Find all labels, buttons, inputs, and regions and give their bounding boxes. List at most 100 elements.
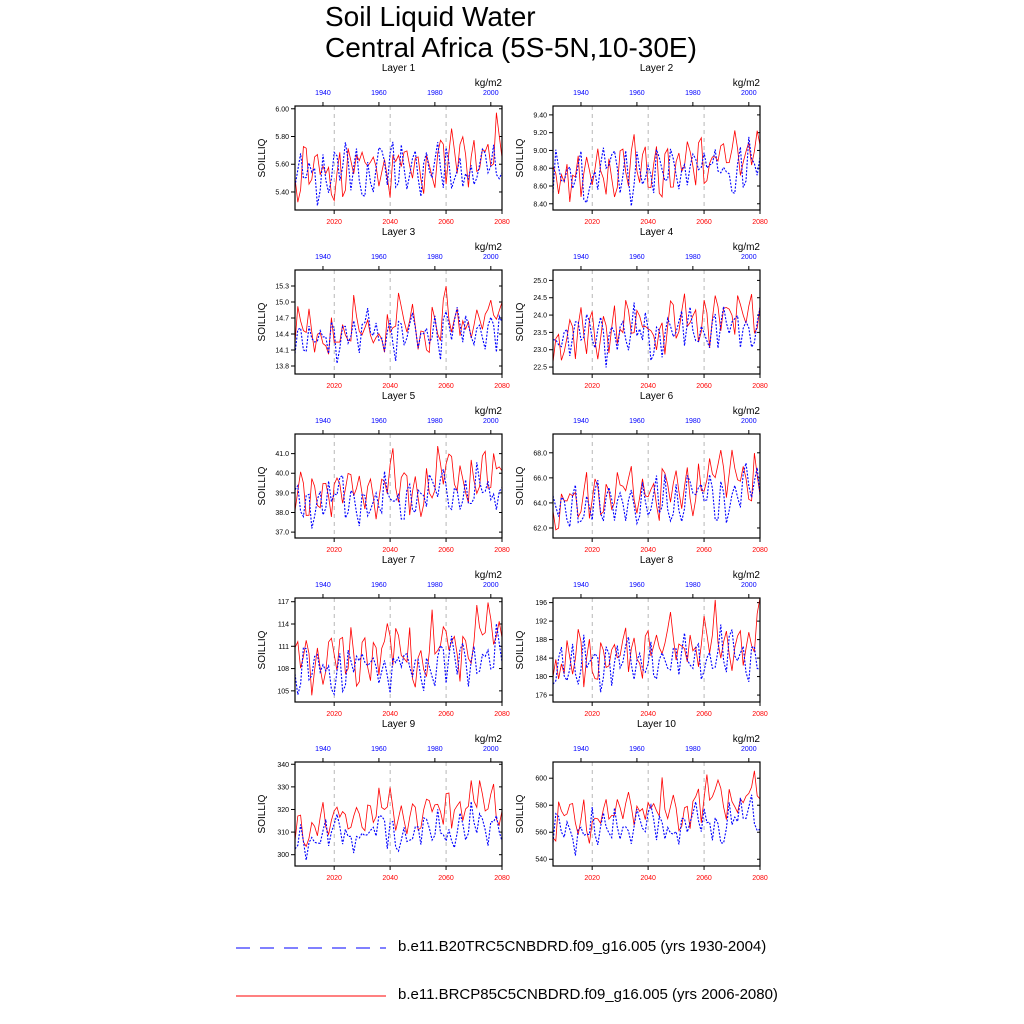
panel-title: Layer 3 bbox=[382, 227, 416, 238]
top-tick-label: 1980 bbox=[427, 418, 443, 425]
top-tick-label: 1940 bbox=[573, 418, 589, 425]
series-line-historical bbox=[553, 302, 761, 368]
y-tick-label: 41.0 bbox=[275, 451, 289, 458]
units-label: kg/m2 bbox=[475, 734, 503, 745]
y-axis-label: SOILLIQ bbox=[515, 138, 526, 177]
series-line-rcp85 bbox=[552, 597, 761, 688]
bottom-tick-label: 2080 bbox=[494, 219, 510, 226]
series-line-rcp85 bbox=[294, 780, 503, 848]
top-tick-label: 1960 bbox=[371, 582, 387, 589]
y-tick-label: 300 bbox=[277, 852, 289, 859]
y-axis-label: SOILLIQ bbox=[515, 302, 526, 341]
bottom-tick-label: 2060 bbox=[438, 711, 454, 718]
top-tick-label: 1980 bbox=[685, 254, 701, 261]
top-tick-label: 1960 bbox=[629, 418, 645, 425]
y-tick-label: 5.40 bbox=[275, 189, 289, 196]
y-tick-label: 23.5 bbox=[533, 330, 547, 337]
top-tick-label: 1960 bbox=[629, 90, 645, 97]
bottom-tick-label: 2020 bbox=[326, 875, 342, 882]
y-tick-label: 15.3 bbox=[275, 284, 289, 291]
bottom-tick-label: 2020 bbox=[584, 875, 600, 882]
bottom-tick-label: 2040 bbox=[640, 875, 656, 882]
y-tick-label: 5.60 bbox=[275, 162, 289, 169]
plot-frame bbox=[294, 433, 503, 539]
y-tick-label: 8.40 bbox=[533, 201, 547, 208]
y-tick-label: 37.0 bbox=[275, 530, 289, 537]
bottom-tick-label: 2020 bbox=[326, 547, 342, 554]
top-tick-label: 1940 bbox=[315, 90, 331, 97]
y-tick-label: 64.0 bbox=[533, 500, 547, 507]
bottom-tick-label: 2040 bbox=[640, 711, 656, 718]
top-tick-label: 1940 bbox=[573, 582, 589, 589]
units-label: kg/m2 bbox=[475, 78, 503, 89]
units-label: kg/m2 bbox=[475, 406, 503, 417]
series-line-historical bbox=[294, 801, 503, 861]
legend-label-rcp85: b.e11.BRCP85C5CNBDRD.f09_g16.005 (yrs 20… bbox=[398, 986, 778, 1003]
top-tick-label: 1940 bbox=[315, 582, 331, 589]
y-tick-label: 192 bbox=[535, 619, 547, 626]
top-tick-label: 1980 bbox=[427, 746, 443, 753]
top-tick-label: 1980 bbox=[685, 582, 701, 589]
series-line-rcp85 bbox=[294, 286, 503, 355]
chart-title-line-1: Soil Liquid Water bbox=[325, 1, 536, 32]
y-tick-label: 40.0 bbox=[275, 471, 289, 478]
plot-frame bbox=[294, 105, 503, 211]
bottom-tick-label: 2020 bbox=[326, 711, 342, 718]
panel-title: Layer 6 bbox=[640, 391, 674, 402]
bottom-tick-label: 2040 bbox=[640, 219, 656, 226]
y-tick-label: 6.00 bbox=[275, 106, 289, 113]
y-tick-label: 14.1 bbox=[275, 348, 289, 355]
bottom-tick-label: 2020 bbox=[584, 383, 600, 390]
y-tick-label: 320 bbox=[277, 807, 289, 814]
y-tick-label: 14.7 bbox=[275, 316, 289, 323]
units-label: kg/m2 bbox=[733, 734, 761, 745]
series-line-historical bbox=[552, 136, 761, 207]
top-tick-label: 1940 bbox=[573, 90, 589, 97]
series-line-rcp85 bbox=[552, 449, 761, 531]
y-axis-label: SOILLIQ bbox=[515, 630, 526, 669]
bottom-tick-label: 2060 bbox=[696, 711, 712, 718]
y-tick-label: 114 bbox=[278, 622, 289, 629]
bottom-tick-label: 2020 bbox=[584, 547, 600, 554]
plot-frame bbox=[552, 433, 761, 539]
units-label: kg/m2 bbox=[733, 406, 761, 417]
bottom-tick-label: 2020 bbox=[326, 383, 342, 390]
y-tick-label: 330 bbox=[277, 784, 289, 791]
top-tick-label: 1960 bbox=[371, 746, 387, 753]
bottom-tick-label: 2060 bbox=[438, 219, 454, 226]
plot-frame bbox=[552, 597, 761, 703]
top-tick-label: 1980 bbox=[685, 746, 701, 753]
bottom-tick-label: 2060 bbox=[438, 547, 454, 554]
plot-frame bbox=[552, 105, 761, 211]
bottom-tick-label: 2020 bbox=[584, 711, 600, 718]
top-tick-label: 1960 bbox=[371, 90, 387, 97]
chart-title-line-2: Central Africa (5S-5N,10-30E) bbox=[325, 32, 697, 63]
top-tick-label: 1940 bbox=[573, 254, 589, 261]
y-tick-label: 580 bbox=[535, 803, 547, 810]
series-line-rcp85 bbox=[294, 602, 503, 696]
panel-title: Layer 8 bbox=[640, 555, 674, 566]
y-tick-label: 68.0 bbox=[533, 450, 547, 457]
bottom-tick-label: 2060 bbox=[438, 875, 454, 882]
units-label: kg/m2 bbox=[475, 570, 503, 581]
bottom-tick-label: 2080 bbox=[494, 875, 510, 882]
bottom-tick-label: 2060 bbox=[696, 547, 712, 554]
bottom-tick-label: 2080 bbox=[752, 547, 768, 554]
top-tick-label: 2000 bbox=[483, 254, 499, 261]
panel-title: Layer 9 bbox=[382, 719, 416, 730]
panel-title: Layer 1 bbox=[382, 63, 416, 74]
series-line-rcp85 bbox=[294, 112, 503, 203]
top-tick-label: 2000 bbox=[741, 582, 757, 589]
y-axis-label: SOILLIQ bbox=[515, 466, 526, 505]
y-tick-label: 38.0 bbox=[275, 510, 289, 517]
series-line-historical bbox=[294, 307, 503, 364]
top-tick-label: 1980 bbox=[427, 90, 443, 97]
top-tick-label: 1960 bbox=[629, 582, 645, 589]
y-axis-label: SOILLIQ bbox=[257, 466, 268, 505]
y-tick-label: 15.0 bbox=[275, 300, 289, 307]
top-tick-label: 1980 bbox=[685, 418, 701, 425]
bottom-tick-label: 2020 bbox=[584, 219, 600, 226]
series-line-rcp85 bbox=[294, 445, 503, 520]
panel-title: Layer 7 bbox=[382, 555, 416, 566]
y-tick-label: 14.4 bbox=[275, 332, 289, 339]
